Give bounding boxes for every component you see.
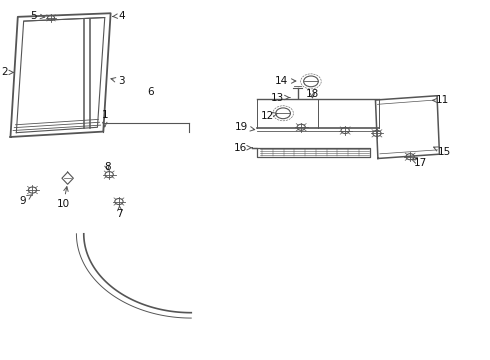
Text: 2: 2 [1,67,14,77]
Text: 6: 6 [147,87,153,97]
Text: 3: 3 [111,76,125,86]
Text: 18: 18 [306,89,319,99]
Text: 12: 12 [261,111,277,121]
Text: 16: 16 [234,143,252,153]
Text: 5: 5 [30,11,45,21]
Text: 1: 1 [101,111,108,127]
Text: 7: 7 [117,206,123,219]
Text: 9: 9 [20,195,31,206]
Text: 13: 13 [271,93,290,103]
Text: 19: 19 [235,122,255,132]
Text: 4: 4 [113,11,125,21]
Text: 17: 17 [412,158,427,168]
Text: 15: 15 [434,147,451,157]
Text: 8: 8 [104,162,111,172]
Text: 10: 10 [57,186,70,210]
Text: 14: 14 [275,76,296,86]
Text: 11: 11 [433,95,449,105]
